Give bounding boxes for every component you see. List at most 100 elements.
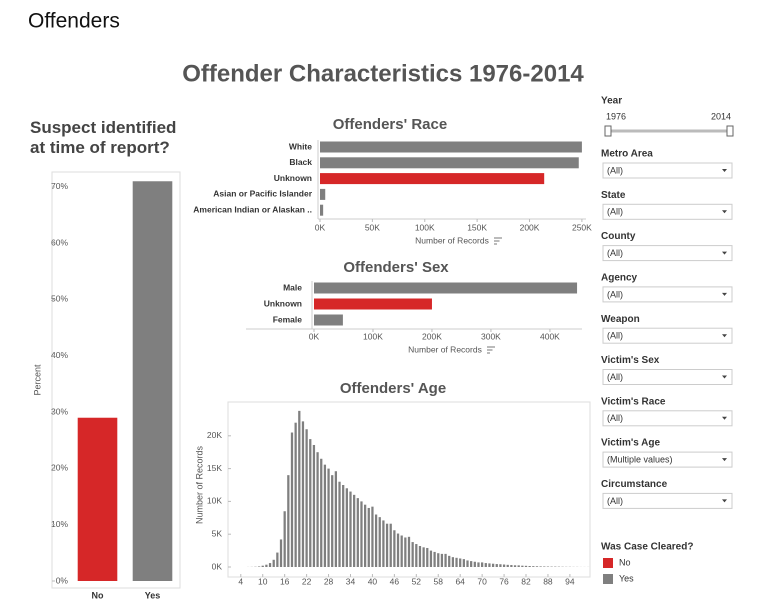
bar <box>314 282 578 294</box>
x-tick-label: 0K <box>315 222 326 232</box>
bar <box>342 485 345 567</box>
dropdown-arrow <box>722 458 727 462</box>
plot-frame <box>227 401 591 578</box>
bar <box>320 458 323 567</box>
bar <box>265 564 268 567</box>
bar <box>422 547 425 567</box>
filter-label: Victim's Sex <box>601 355 660 366</box>
y-tick-label: 40% <box>51 350 68 360</box>
x-tick-label: 46 <box>390 576 400 586</box>
filter-label: State <box>601 190 626 201</box>
slider-handle[interactable] <box>726 125 734 137</box>
x-tick-label: 94 <box>565 576 575 586</box>
category-label: Asian or Pacific Islander <box>213 189 312 199</box>
dropdown[interactable] <box>602 245 733 262</box>
dropdown-arrow <box>722 499 727 503</box>
dropdown-arrow <box>722 375 727 379</box>
x-tick-label: 76 <box>499 576 509 586</box>
bar <box>374 514 378 567</box>
y-tick-label: 10% <box>51 519 68 529</box>
category-label: Black <box>289 157 312 167</box>
x-tick-label: 34 <box>346 576 356 586</box>
bar <box>499 564 502 567</box>
bar <box>334 471 338 567</box>
y-tick-label: 50% <box>51 294 68 304</box>
bar <box>276 552 279 567</box>
dropdown[interactable] <box>602 162 733 179</box>
x-tick-label: 200K <box>520 222 540 232</box>
dropdown-value: (All) <box>607 413 623 423</box>
x-tick-label: 4 <box>238 576 243 586</box>
dashboard-title: Offender Characteristics 1976-2014 <box>182 60 584 87</box>
bar <box>349 491 352 567</box>
slider-handle[interactable] <box>604 125 612 137</box>
x-tick-label: Yes <box>145 590 161 600</box>
dropdown[interactable] <box>602 369 733 385</box>
filter-label: Metro Area <box>601 149 653 160</box>
dropdown[interactable] <box>602 327 733 344</box>
x-tick-label: 100K <box>415 222 435 232</box>
x-tick-label: 40 <box>368 576 378 586</box>
bar <box>261 565 264 567</box>
dropdown-value: (All) <box>607 165 623 175</box>
dropdown[interactable] <box>602 203 733 220</box>
y-tick-label: 60% <box>51 237 68 247</box>
dropdown-arrow <box>722 251 727 255</box>
category-label: Female <box>273 314 303 324</box>
dropdown[interactable] <box>602 451 733 468</box>
bar <box>466 560 469 567</box>
bar <box>484 563 487 567</box>
bar <box>320 188 326 200</box>
legend-swatch[interactable] <box>603 558 613 568</box>
bar <box>309 439 312 567</box>
bar <box>491 563 495 567</box>
category-label: Unknown <box>274 173 312 183</box>
filter-label: Victim's Race <box>601 396 666 407</box>
bar <box>279 539 283 567</box>
dropdown-arrow <box>722 169 727 172</box>
slider-max: 2014 <box>711 111 731 121</box>
bar <box>517 565 520 567</box>
bar <box>539 566 542 567</box>
filter-label: Victim's Age <box>601 438 661 449</box>
bar <box>312 444 316 567</box>
x-tick-label: 88 <box>543 576 553 586</box>
bar <box>502 564 506 567</box>
legend-label: No <box>619 557 631 567</box>
dropdown[interactable] <box>602 286 733 303</box>
legend-title: Was Case Cleared? <box>601 542 693 553</box>
bar <box>411 542 414 567</box>
bar <box>488 563 491 567</box>
y-tick-label: 5K <box>212 528 223 538</box>
bar <box>268 563 272 567</box>
legend-swatch[interactable] <box>603 574 613 584</box>
page-title: Offenders <box>28 10 120 33</box>
bar <box>320 204 324 216</box>
bar <box>345 488 348 567</box>
dropdown-value: (All) <box>607 372 623 382</box>
bar <box>132 181 173 582</box>
bar <box>320 173 545 185</box>
bar <box>283 511 286 567</box>
bar <box>389 523 392 567</box>
bar <box>77 417 118 581</box>
bar <box>532 566 535 567</box>
x-tick-label: 28 <box>324 576 334 586</box>
dropdown[interactable] <box>602 492 733 509</box>
x-tick-label: 250K <box>572 222 592 232</box>
bar <box>521 565 524 567</box>
bar <box>543 566 546 567</box>
x-tick-label: 300K <box>481 331 501 341</box>
bar <box>327 468 330 567</box>
dropdown[interactable] <box>602 410 733 427</box>
bar <box>528 566 531 567</box>
bar <box>506 564 509 567</box>
dropdown-value: (All) <box>607 289 623 299</box>
chart-title: Suspect identified at time of report? <box>30 118 177 157</box>
bar <box>393 530 396 567</box>
bar <box>473 561 476 567</box>
bar <box>385 523 389 567</box>
bar <box>407 536 411 567</box>
bar <box>323 464 327 567</box>
bar <box>287 475 290 567</box>
